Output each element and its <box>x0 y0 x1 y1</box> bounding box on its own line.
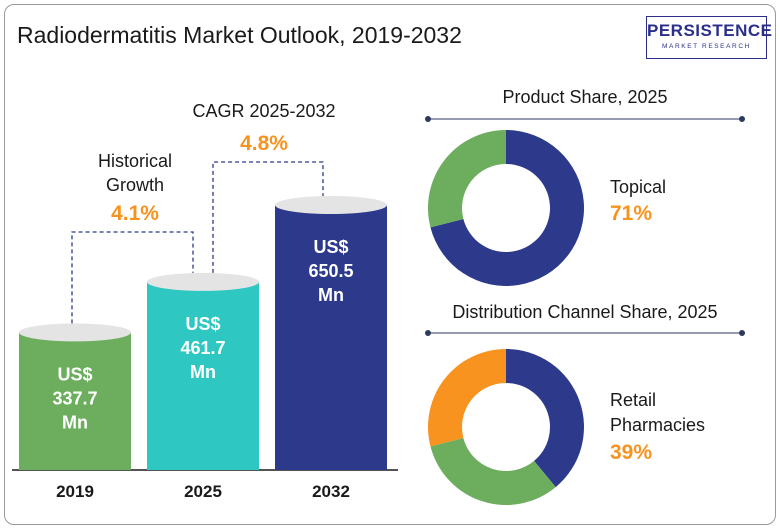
distribution-share-rule-dot-left <box>425 330 431 336</box>
product-share-label: Topical <box>610 177 666 197</box>
bar-group: US$ 337.7 Mn US$ 461.7 Mn US$ 650.5 Mn <box>19 196 387 470</box>
x-tick-2019: 2019 <box>56 482 94 501</box>
bar-value-label-2032-2: Mn <box>318 285 344 305</box>
infographic-frame <box>4 4 776 525</box>
historical-growth-label-2: Growth <box>106 175 164 195</box>
distribution-share-slice-0 <box>506 349 585 488</box>
product-share-value: 71% <box>610 202 652 225</box>
bar-value-label-2025-2: Mn <box>190 362 216 382</box>
historical-connector <box>71 231 194 324</box>
bar-value-label-2032-1: 650.5 <box>308 261 353 281</box>
bar-value-label-2025-0: US$ <box>185 314 220 334</box>
brand-logo: PERSISTENCE MARKET RESEARCH <box>646 16 773 59</box>
bar-top-2032 <box>275 196 387 214</box>
bar-top-2025 <box>147 272 259 291</box>
distribution-share-title: Distribution Channel Share, 2025 <box>452 302 717 322</box>
product-share-title: Product Share, 2025 <box>502 87 667 107</box>
distribution-share-slice-1 <box>430 437 556 505</box>
x-tick-2032: 2032 <box>312 482 350 501</box>
historical-growth-label-1: Historical <box>98 151 172 171</box>
bar-top-2019 <box>19 323 131 342</box>
cagr-value: 4.8% <box>240 132 288 155</box>
logo-main-text: PERSISTENCE <box>647 21 773 40</box>
cagr-label: CAGR 2025-2032 <box>192 101 335 121</box>
product-share-rule-dot-left <box>425 116 431 122</box>
distribution-share-label-1: Retail <box>610 390 656 410</box>
product-share-slice-0 <box>430 130 584 287</box>
bar-2032 <box>275 205 387 470</box>
logo-sub-text: MARKET RESEARCH <box>662 43 751 50</box>
product-share-slice-1 <box>428 130 506 228</box>
distribution-share-value: 39% <box>610 441 652 464</box>
growth-connectors <box>71 161 324 324</box>
page-title: Radiodermatitis Market Outlook, 2019-203… <box>17 22 462 48</box>
distribution-share-rule-dot-right <box>739 330 745 336</box>
historical-growth-value: 4.1% <box>111 202 159 225</box>
bar-value-label-2032-0: US$ <box>313 237 348 257</box>
bar-value-label-2019-0: US$ <box>57 364 92 384</box>
bar-value-label-2025-1: 461.7 <box>180 338 225 358</box>
distribution-share-donut <box>428 349 585 505</box>
bar-value-label-2019-2: Mn <box>62 412 88 432</box>
product-share-rule-dot-right <box>739 116 745 122</box>
product-share-donut <box>428 130 584 287</box>
x-tick-2025: 2025 <box>184 482 222 501</box>
distribution-share-slice-2 <box>428 349 506 447</box>
x-axis-ticks: 2019 2025 2032 <box>56 482 350 501</box>
bar-2019 <box>19 332 131 470</box>
bar-value-label-2019-1: 337.7 <box>52 388 97 408</box>
bar-2025 <box>147 281 259 470</box>
distribution-share-label-2: Pharmacies <box>610 415 705 435</box>
